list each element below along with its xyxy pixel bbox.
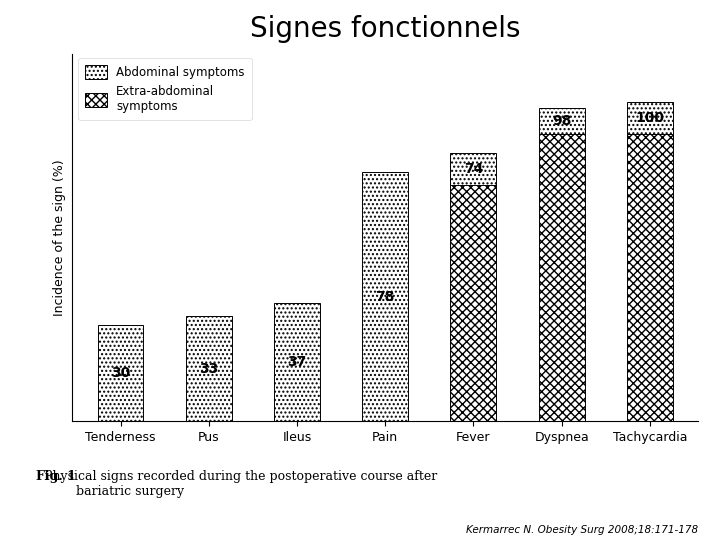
Bar [451,153,496,185]
Bar [627,134,672,421]
Text: Physical signs recorded during the postoperative course after
          bariatri: Physical signs recorded during the posto… [36,470,437,498]
Text: Fig. 1: Fig. 1 [36,470,76,483]
Text: 37: 37 [287,355,307,369]
Text: 30: 30 [111,366,130,380]
Bar [186,316,232,421]
Text: 74: 74 [464,162,483,176]
Title: Signes fonctionnels: Signes fonctionnels [250,15,521,43]
Bar [362,172,408,421]
Bar [98,326,143,421]
Text: 100: 100 [635,111,665,125]
Bar [451,185,496,421]
Text: 78: 78 [376,289,395,303]
Bar [627,102,672,134]
Bar [539,109,585,134]
Text: 33: 33 [199,361,218,375]
Text: 98: 98 [552,114,572,128]
Y-axis label: Incidence of the sign (%): Incidence of the sign (%) [53,159,66,316]
Legend: Abdominal symptoms, Extra-abdominal
symptoms: Abdominal symptoms, Extra-abdominal symp… [78,58,251,120]
Bar [274,303,320,421]
Text: Kermarrec N. Obesity Surg 2008;18:171-178: Kermarrec N. Obesity Surg 2008;18:171-17… [467,524,698,535]
Bar [539,134,585,421]
